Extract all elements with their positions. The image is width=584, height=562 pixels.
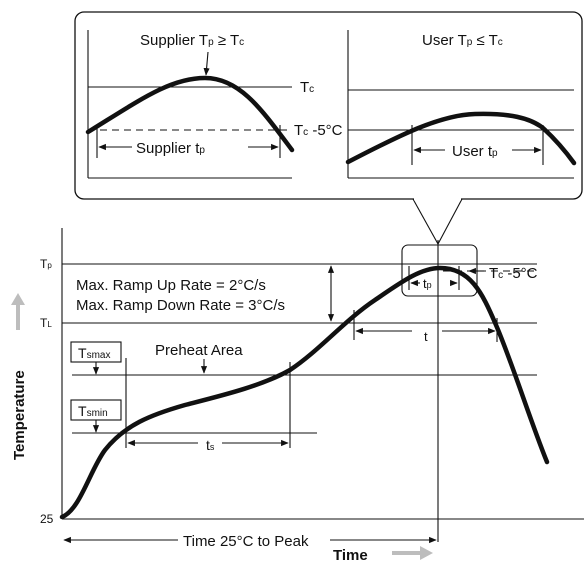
x-axis-gray-arrow xyxy=(392,546,433,560)
t-label: t xyxy=(424,329,428,344)
supplier-peak-pointer xyxy=(203,51,210,76)
tc5-label: Tc -5°C xyxy=(489,265,538,282)
inset-tc5-label: Tc -5°C xyxy=(294,122,343,139)
preheat-label: Preheat Area xyxy=(155,342,243,359)
tick-tl: TL xyxy=(40,316,52,330)
inset-user-panel: User Tp ≤ Tc User tp xyxy=(345,30,577,179)
x-axis-title: Time xyxy=(333,547,368,562)
ramp-down-label: Max. Ramp Down Rate = 3°C/s xyxy=(76,297,285,314)
callout-pointer-left xyxy=(412,198,439,245)
user-tp-label: User tp xyxy=(452,143,498,160)
supplier-tp-label: Supplier tp xyxy=(136,140,205,157)
inset-callout: Supplier Tp ≥ Tc Supplier tp Tc Tc -5°C … xyxy=(74,11,583,245)
time-to-peak-label: Time 25°C to Peak xyxy=(183,533,309,550)
tsmin-label: Tsmin xyxy=(78,403,108,419)
user-title: User Tp ≤ Tc xyxy=(422,32,503,49)
supplier-profile-curve xyxy=(85,75,295,153)
ts-label: ts xyxy=(206,437,215,453)
callout-pointer-right xyxy=(437,198,463,245)
main-profile: tp Tsmax Tsmin Preheat Area Max. Ramp Up… xyxy=(11,228,584,562)
tick-tp: Tp xyxy=(40,257,52,271)
inset-tc-label: Tc xyxy=(300,79,314,96)
tick-25: 25 xyxy=(40,512,54,526)
tsmax-label: Tsmax xyxy=(78,345,110,361)
tsmin-box xyxy=(70,399,122,421)
peak-tp-label: tp xyxy=(423,276,432,291)
y-axis-gray-arrow xyxy=(11,293,25,330)
y-axis-title: Temperature xyxy=(11,370,28,460)
inset-supplier-panel: Supplier Tp ≥ Tc Supplier tp Tc Tc -5°C xyxy=(85,30,343,179)
reflow-curve xyxy=(59,265,550,520)
user-profile-curve xyxy=(345,111,577,166)
ramp-up-label: Max. Ramp Up Rate = 2°C/s xyxy=(76,277,266,294)
tsmax-box xyxy=(70,341,122,363)
inset-frame xyxy=(74,11,583,200)
supplier-title: Supplier Tp ≥ Tc xyxy=(140,32,244,49)
peak-zoom-box xyxy=(401,244,478,297)
